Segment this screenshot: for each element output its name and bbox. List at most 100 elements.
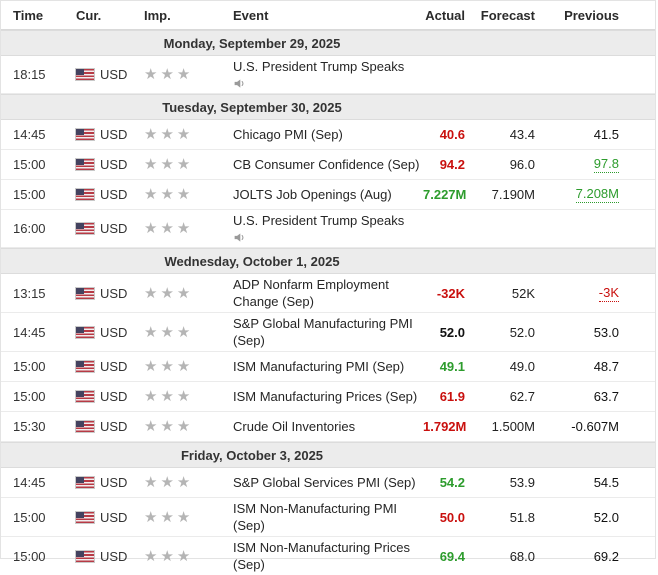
importance-stars: ★★★ [144,221,233,236]
us-flag-icon [76,391,94,402]
star-icon: ★ [144,66,161,83]
star-icon: ★ [176,358,194,375]
forecast-value: 49.0 [509,359,535,374]
previous-value: 7.208M [575,186,619,203]
us-flag-icon [76,69,94,80]
column-header-currency: Cur. [76,7,102,23]
star-icon: ★ [160,358,177,375]
currency-label: USD [100,187,128,202]
actual-value: 69.4 [439,548,465,564]
currency-label: USD [100,509,128,525]
column-header-event: Event [233,7,269,23]
event-name[interactable]: ISM Manufacturing PMI (Sep) [233,359,405,374]
event-row: 15:00 USD ★★★ ISM Manufacturing Prices (… [1,382,655,412]
importance-stars: ★★★ [144,510,233,525]
previous-value: -0.607M [571,419,619,434]
event-name[interactable]: JOLTS Job Openings (Aug) [233,187,392,202]
actual-value: 50.0 [439,509,465,525]
event-row: 13:15 USD ★★★ ADP Nonfarm Employment Cha… [1,274,655,313]
event-row: 14:45 USD ★★★ S&P Global Services PMI (S… [1,468,655,498]
star-icon: ★ [176,474,194,491]
actual-value: 7.227M [423,187,467,202]
star-icon: ★ [160,186,177,203]
forecast-value: 68.0 [509,548,535,564]
star-icon: ★ [176,66,194,83]
event-name[interactable]: U.S. President Trump Speaks [233,59,405,74]
column-header-time: Time [13,7,44,23]
day-section-row: Monday, September 29, 2025 [1,30,655,56]
importance-stars: ★★★ [144,389,233,404]
event-row: 15:00 USD ★★★ ISM Manufacturing PMI (Sep… [1,352,655,382]
event-row: 18:15 USD ★★★ U.S. President Trump Speak… [1,56,655,94]
event-time: 18:15 [13,67,46,82]
currency-label: USD [100,67,128,82]
star-icon: ★ [160,388,177,405]
event-name[interactable]: S&P Global Manufacturing PMI (Sep) [233,316,413,348]
event-time: 15:00 [13,187,46,202]
speaker-icon [233,231,423,245]
event-time: 15:00 [13,548,46,564]
event-time: 14:45 [13,127,46,142]
previous-value: -3K [598,284,619,302]
star-icon: ★ [160,220,177,237]
star-icon: ★ [160,508,177,526]
previous-value: 53.0 [593,324,619,340]
us-flag-icon [76,159,94,170]
event-time: 14:45 [13,475,46,490]
importance-stars: ★★★ [144,157,233,172]
event-name[interactable]: Crude Oil Inventories [233,419,356,434]
star-icon: ★ [176,186,194,203]
previous-value: 52.0 [593,509,619,525]
event-name[interactable]: Chicago PMI (Sep) [233,127,343,142]
forecast-value: 7.190M [491,187,535,202]
event-row: 15:00 USD ★★★ ISM Non-Manufacturing Pric… [1,537,655,575]
day-header: Wednesday, October 1, 2025 [164,253,340,269]
star-icon: ★ [176,508,194,526]
actual-value: 52.0 [439,324,465,340]
event-name[interactable]: ISM Manufacturing Prices (Sep) [233,389,418,404]
currency-label: USD [100,324,128,340]
star-icon: ★ [176,284,194,302]
previous-value: 69.2 [593,548,619,564]
day-section-row: Tuesday, September 30, 2025 [1,94,655,120]
event-row: 15:00 USD ★★★ ISM Non-Manufacturing PMI … [1,498,655,537]
star-icon: ★ [176,323,194,341]
event-row: 14:45 USD ★★★ S&P Global Manufacturing P… [1,313,655,352]
actual-value: 49.1 [439,359,465,374]
event-name[interactable]: U.S. President Trump Speaks [233,213,405,228]
star-icon: ★ [160,323,177,341]
forecast-value: 52K [511,285,535,301]
previous-value: 48.7 [593,359,619,374]
currency-label: USD [100,548,128,564]
star-icon: ★ [144,418,161,435]
actual-value: 40.6 [439,127,465,142]
event-time: 16:00 [13,221,46,236]
column-header-actual: Actual [425,7,465,23]
day-header: Tuesday, September 30, 2025 [162,99,342,115]
previous-value: 63.7 [593,389,619,404]
event-name[interactable]: CB Consumer Confidence (Sep) [233,157,420,172]
star-icon: ★ [144,126,161,143]
currency-label: USD [100,221,128,236]
star-icon: ★ [144,547,161,565]
star-icon: ★ [160,284,177,302]
star-icon: ★ [144,358,161,375]
actual-value: 54.2 [439,475,465,490]
column-header-previous: Previous [564,7,619,23]
event-name[interactable]: ADP Nonfarm Employment Change (Sep) [233,277,389,309]
us-flag-icon [76,223,94,234]
importance-stars: ★★★ [144,325,233,340]
actual-value: -32K [436,285,465,301]
event-name[interactable]: S&P Global Services PMI (Sep) [233,475,416,490]
star-icon: ★ [176,547,194,565]
importance-stars: ★★★ [144,359,233,374]
actual-value: 94.2 [439,157,465,172]
column-header-importance: Imp. [144,7,171,23]
importance-stars: ★★★ [144,187,233,202]
forecast-value: 1.500M [491,419,535,434]
forecast-value: 43.4 [509,127,535,142]
event-name[interactable]: ISM Non-Manufacturing Prices (Sep) [233,540,411,572]
event-name[interactable]: ISM Non-Manufacturing PMI (Sep) [233,501,398,533]
forecast-value: 52.0 [509,324,535,340]
importance-stars: ★★★ [144,549,233,564]
